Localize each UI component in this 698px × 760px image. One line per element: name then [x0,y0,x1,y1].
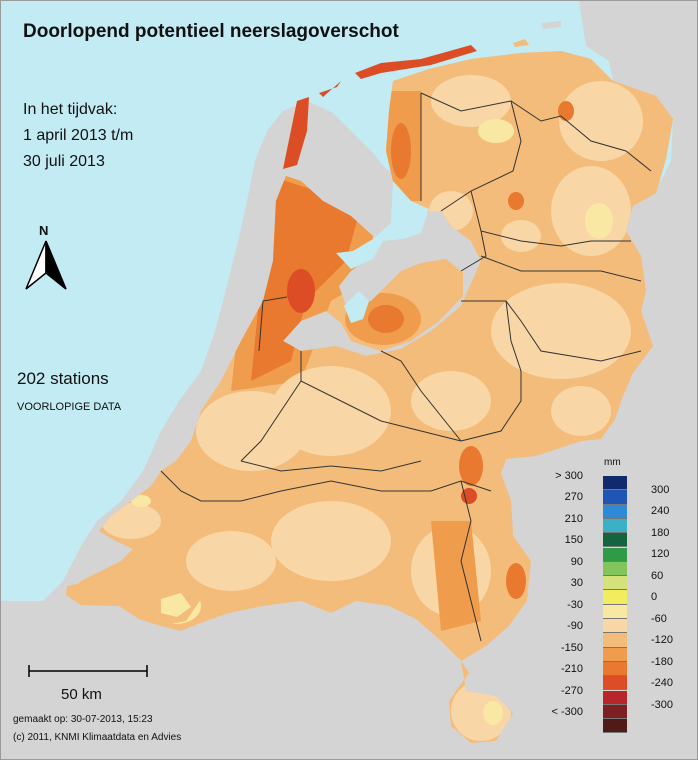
legend-label-right: -240 [651,677,674,690]
period-start: 1 april 2013 t/m [23,127,134,144]
zeeland-islands-zeeuws-vlaanderen-hi [161,593,191,617]
legend-label-left: < -300 [551,705,584,718]
legend-swatch [603,518,627,534]
period-end: 30 juli 2013 [23,153,105,170]
map-title: Doorlopend potentieel neerslagoverschot [23,21,399,42]
legend-label-left: -150 [560,641,583,654]
island-vlieland-terschelling [319,81,341,97]
legend-label-right: 120 [651,548,670,561]
legend-swatch [603,476,627,491]
legend-swatch [603,633,627,648]
legend-label-right: 180 [651,526,670,539]
legend-unit: mm [604,457,621,468]
legend-label-left: 150 [564,534,583,547]
island-rottumeroog [513,39,529,47]
markermeer [344,291,369,323]
legend-swatch [603,604,627,619]
legend-label-right: -60 [651,612,667,625]
legend-swatch [603,619,627,634]
legend-swatch [603,590,627,605]
legend-swatch [603,676,627,691]
legend-label-right: 0 [651,591,658,604]
ijsselmeer [336,181,429,269]
period-label: In het tijdvak: [23,101,118,118]
legend-swatch [603,719,627,734]
legend-swatch [603,576,627,591]
legend-label-left: 90 [570,555,583,568]
scale-bar [28,665,148,677]
island-ameland-schiermonnikoog [355,45,477,79]
legend-label-left: 210 [564,512,583,525]
legend-label-left: -210 [560,663,583,676]
legend-label-left: -270 [560,684,583,697]
legend-swatch [603,690,627,705]
legend-swatch [603,647,627,662]
island-north-1 [541,21,561,29]
legend-swatch [603,547,627,562]
legend-swatch [603,704,627,720]
legend-label-right: 240 [651,505,670,518]
legend-label-left: 270 [564,491,583,504]
north-label: N [39,223,49,238]
legend-label-left: -90 [567,620,583,633]
island-texel [283,97,309,169]
copyright-label: (c) 2011, KNMI Klimaatdata en Advies [13,732,182,743]
legend-label-right: -300 [651,698,674,711]
preliminary-label: VOORLOPIGE DATA [17,401,122,413]
legend-swatch [603,490,627,505]
legend-label-right: 60 [651,569,664,582]
north-arrow-icon [25,240,67,290]
scale-bar-label: 50 km [61,686,102,703]
legend-label-left: 30 [570,577,583,590]
stations-count: 202 stations [17,369,109,388]
province-borders [160,92,652,642]
legend-label-left: > 300 [555,470,583,482]
legend-swatch [603,561,627,577]
legend-label-right: -120 [651,634,674,647]
legend-label-right: 300 [651,484,670,496]
legend-swatch [603,533,627,548]
belgium-germany [1,561,541,759]
legend-swatch [603,661,627,677]
made-on-label: gemaakt op: 30-07-2013, 15:23 [13,714,153,725]
legend-swatch [603,504,627,519]
legend-label-right: -180 [651,655,674,668]
legend-label-left: -30 [567,598,583,611]
